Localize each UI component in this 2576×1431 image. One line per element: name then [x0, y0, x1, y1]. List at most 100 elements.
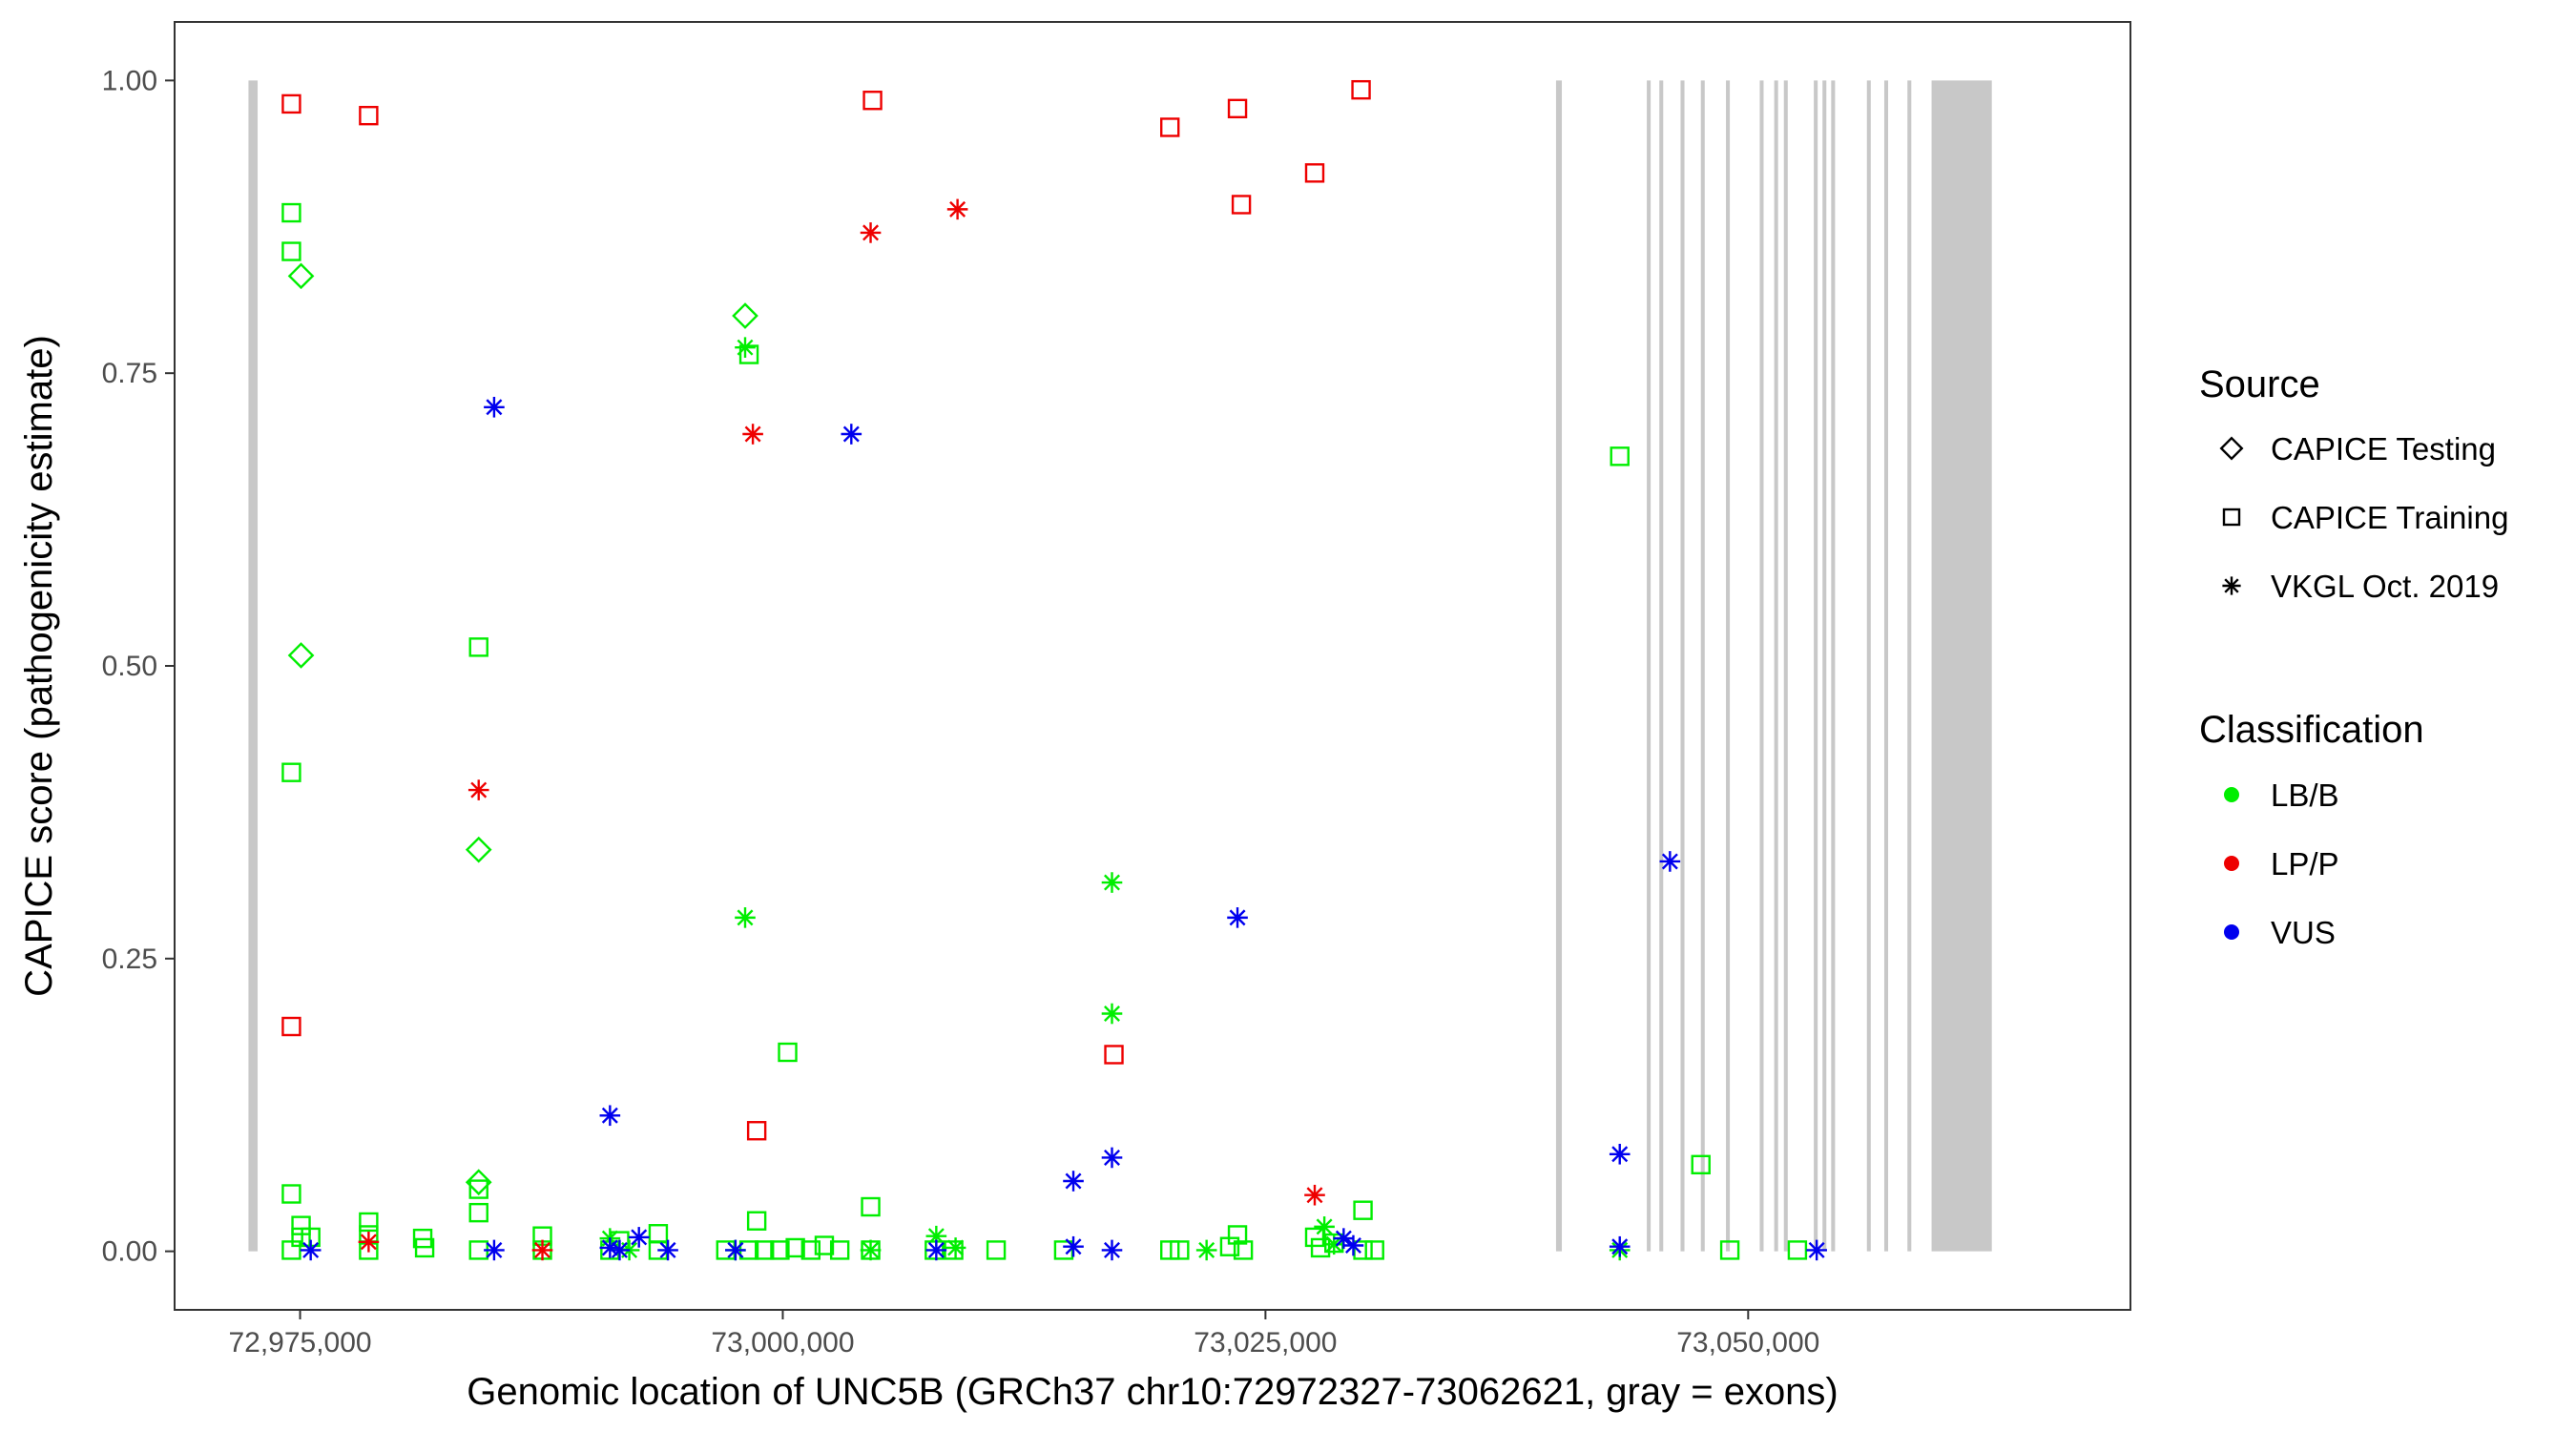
data-point-testing-lbb [287, 642, 315, 669]
data-point-vkgl-lpp [860, 222, 882, 243]
data-point-training-lpp [1227, 98, 1248, 119]
x-axis-title: Genomic location of UNC5B (GRCh37 chr10:… [467, 1371, 1839, 1413]
legend-key-vus [2224, 924, 2239, 940]
data-point-vkgl-lbb [1314, 1216, 1335, 1237]
data-point-vkgl-lbb [735, 337, 756, 358]
x-tick-label: 73,050,000 [1676, 1327, 1819, 1358]
legend-label-vus: VUS [2271, 915, 2336, 950]
data-point-training-lbb [281, 241, 301, 261]
exon-band [1931, 80, 1992, 1252]
data-point-vkgl-vus [1063, 1235, 1084, 1257]
data-point-vkgl-vus [725, 1239, 746, 1261]
data-point-vkgl-lpp [531, 1239, 553, 1261]
data-point-vkgl-vus [1609, 1143, 1631, 1165]
legend-label-vkgl: VKGL Oct. 2019 [2271, 569, 2499, 604]
data-point-training-lbb [281, 1240, 301, 1260]
data-point-vkgl-lpp [467, 779, 489, 800]
y-tick-label: 0.25 [102, 944, 157, 975]
exon-bands [248, 80, 1992, 1252]
data-point-training-lbb [755, 1240, 775, 1260]
data-point-vkgl-lpp [946, 198, 968, 220]
legend-label-lbb: LB/B [2271, 778, 2339, 813]
data-point-vkgl-vus [925, 1239, 947, 1261]
data-point-training-lbb [785, 1237, 805, 1258]
y-tick-label: 0.00 [102, 1236, 157, 1268]
y-tick-label: 0.75 [102, 358, 157, 389]
exon-band [1700, 80, 1705, 1252]
legend: Source CAPICE Testing CAPICE Training VKGL … [2199, 363, 2508, 950]
exon-band [1783, 80, 1788, 1252]
data-point-training-lbb [281, 202, 301, 223]
data-point-training-lpp [1351, 79, 1371, 100]
legend-title-source: Source [2199, 363, 2320, 405]
data-point-training-lbb [359, 1212, 379, 1233]
data-point-training-lbb [986, 1240, 1007, 1260]
exon-band [1822, 80, 1827, 1252]
data-point-vkgl-vus [1806, 1239, 1827, 1261]
data-point-training-lbb [468, 637, 488, 657]
legend-title-classification: Classification [2199, 709, 2424, 751]
data-point-training-lbb [468, 1202, 488, 1223]
exon-band [1726, 80, 1731, 1252]
data-point-vkgl-lbb [1101, 1003, 1123, 1025]
data-point-training-lbb [1353, 1200, 1373, 1220]
data-point-training-lpp [281, 1016, 301, 1037]
data-point-training-lbb [281, 1184, 301, 1204]
data-point-vkgl-vus [1342, 1234, 1364, 1256]
exon-band [1883, 80, 1889, 1252]
data-point-vkgl-vus [1659, 851, 1681, 872]
data-point-training-lbb [770, 1240, 790, 1260]
exon-band [1680, 80, 1685, 1252]
data-point-training-lpp [281, 93, 301, 114]
legend-label-training: CAPICE Training [2271, 500, 2508, 535]
data-point-training-lbb [281, 762, 301, 782]
data-point-vkgl-lbb [945, 1237, 966, 1258]
data-point-training-lbb [1227, 1225, 1248, 1245]
data-point-vkgl-vus [1609, 1235, 1631, 1257]
data-point-training-lbb [738, 344, 759, 364]
data-point-testing-lbb [465, 836, 492, 863]
data-points [281, 79, 1827, 1261]
exon-band [248, 80, 259, 1252]
data-point-training-lbb [1719, 1240, 1740, 1260]
data-point-vkgl-vus [841, 424, 862, 445]
legend-key-lbb [2224, 787, 2239, 802]
data-point-vkgl-vus [1227, 907, 1248, 928]
data-point-training-lbb [800, 1240, 821, 1260]
data-point-training-lbb [648, 1224, 669, 1244]
legend-label-testing: CAPICE Testing [2271, 431, 2496, 467]
data-point-training-lbb [1691, 1154, 1711, 1175]
data-point-training-lbb [778, 1042, 798, 1063]
y-axis-ticks: 0.00 0.25 0.50 0.75 1.00 [102, 65, 175, 1268]
data-point-vkgl-lbb [860, 1239, 882, 1261]
data-point-training-lbb [861, 1196, 881, 1217]
y-tick-label: 0.50 [102, 651, 157, 682]
legend-key-training [2222, 508, 2241, 527]
exon-band [1759, 80, 1764, 1252]
exon-band [1555, 80, 1563, 1252]
data-point-vkgl-vus [628, 1227, 650, 1248]
data-point-vkgl-lbb [735, 907, 756, 928]
x-tick-label: 73,000,000 [711, 1327, 854, 1358]
data-point-training-lpp [359, 105, 379, 126]
data-point-vkgl-vus [1063, 1171, 1084, 1192]
exon-band [1647, 80, 1652, 1252]
legend-key-vkgl [2222, 576, 2241, 595]
x-tick-label: 73,025,000 [1194, 1327, 1337, 1358]
data-point-testing-lbb [465, 1169, 492, 1196]
data-point-training-lpp [1231, 195, 1252, 215]
data-point-vkgl-lpp [358, 1232, 380, 1253]
exon-band [1814, 80, 1818, 1252]
data-point-training-lbb [746, 1211, 767, 1231]
x-tick-label: 72,975,000 [228, 1327, 371, 1358]
plot-panel-border [174, 21, 2131, 1311]
data-point-vkgl-lpp [1304, 1184, 1325, 1206]
data-point-training-lbb [468, 1179, 488, 1199]
x-axis-ticks: 72,975,000 73,000,000 73,025,000 73,050,000 [228, 1310, 1819, 1358]
legend-key-testing [2219, 436, 2244, 461]
data-point-training-lbb [1787, 1240, 1808, 1260]
legend-key-lpp [2224, 856, 2239, 871]
data-point-training-lpp [1304, 163, 1325, 183]
data-point-training-lpp [746, 1121, 767, 1141]
